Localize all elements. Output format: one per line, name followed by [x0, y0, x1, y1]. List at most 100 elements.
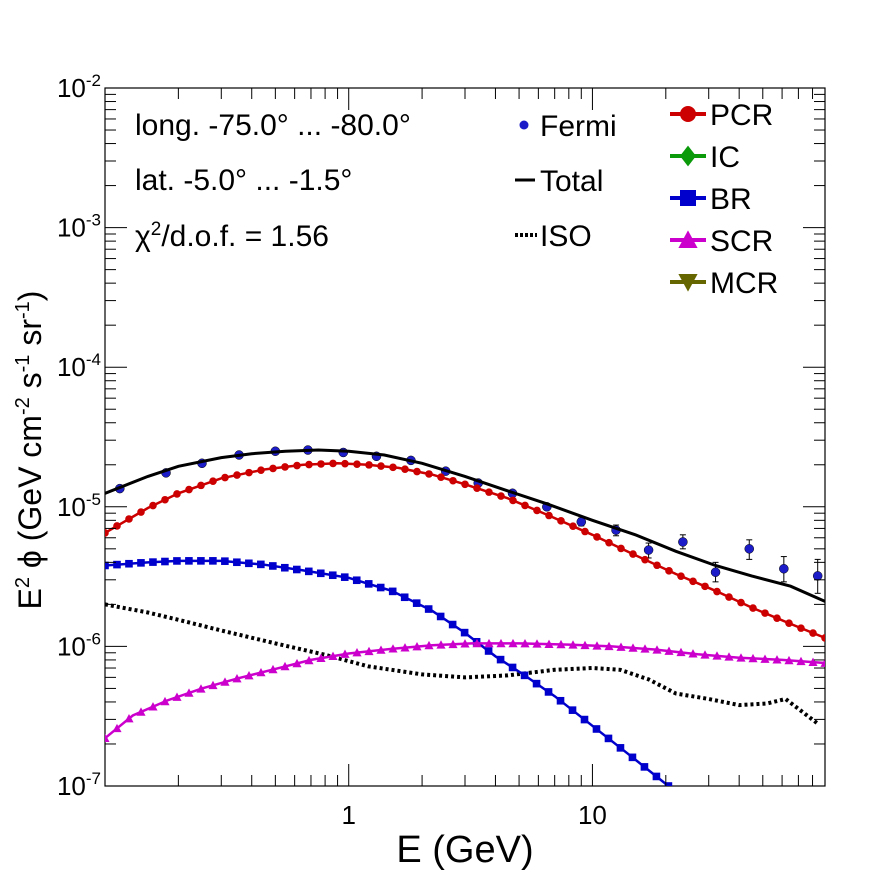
legend-entry-fermi: Fermi: [519, 110, 617, 143]
legend-entry-iso: ISO: [515, 220, 592, 253]
br-line: [105, 559, 670, 786]
br-marker: [400, 593, 409, 602]
pcr-marker: [821, 634, 825, 642]
br-marker: [388, 587, 397, 596]
scr-marker: [316, 653, 326, 663]
legend-entry-pcr: PCR: [670, 99, 773, 132]
scr-marker: [724, 652, 734, 661]
scr-marker: [676, 647, 686, 657]
y-tick-label: 10-6: [57, 629, 101, 661]
legend-label-fermi: Fermi: [540, 110, 617, 143]
br-marker: [652, 772, 661, 781]
scr-marker: [340, 649, 350, 658]
pcr-marker: [317, 460, 325, 468]
pcr-marker: [533, 506, 541, 515]
scr-marker: [628, 643, 638, 652]
pcr-marker: [593, 533, 601, 541]
pcr-marker: [461, 480, 469, 489]
pcr-marker: [473, 484, 481, 493]
y-axis-title: E2 ϕ (GeV cm-2 s-1 sr-1): [12, 291, 48, 610]
legend-entry-br: BR: [670, 183, 752, 216]
scr-marker: [472, 638, 482, 648]
scr-marker: [112, 723, 122, 733]
scr-marker: [748, 653, 758, 663]
legend-label-scr: SCR: [710, 225, 773, 258]
scr-marker: [700, 650, 710, 659]
scr-marker: [808, 657, 818, 666]
pcr-marker: [105, 529, 109, 537]
pcr-marker: [761, 609, 769, 617]
scr-marker: [532, 639, 542, 648]
br-marker: [125, 559, 133, 568]
fermi-point: [779, 563, 789, 574]
br-marker: [568, 706, 577, 714]
total-line: [105, 448, 825, 603]
br-marker: [484, 647, 493, 655]
scr-marker: [232, 673, 242, 683]
br-marker: [149, 558, 157, 566]
br-marker: [544, 688, 553, 696]
series-fermi: [115, 445, 823, 594]
scr-marker: [352, 648, 362, 657]
pcr-marker: [425, 470, 433, 478]
pcr-marker: [713, 587, 721, 596]
br-marker: [640, 763, 649, 771]
legend-swatch-fermi: [519, 120, 529, 130]
br-marker: [412, 599, 421, 607]
pcr-marker: [749, 604, 757, 612]
br-marker: [496, 655, 505, 664]
ticks-layer: [104, 87, 826, 787]
fermi-point: [678, 537, 688, 547]
br-marker: [257, 560, 265, 569]
pcr-marker: [617, 544, 625, 553]
pcr-marker: [665, 567, 673, 575]
scr-marker: [556, 639, 566, 649]
pcr-marker: [569, 522, 577, 530]
br-marker: [520, 671, 529, 680]
legend: Fermi Total ISO PCR IC BR SCR MCR: [515, 99, 778, 300]
pcr-marker: [557, 517, 565, 525]
pcr-marker: [605, 538, 613, 547]
br-marker: [424, 605, 433, 613]
pcr-marker: [173, 490, 181, 498]
scr-marker: [664, 646, 674, 655]
br-marker: [269, 562, 277, 570]
pcr-marker: [353, 460, 361, 469]
legend-swatch-marker-ic: [680, 145, 696, 167]
scr-marker: [292, 658, 302, 668]
annotation-chi2: χ2/d.o.f. = 1.56: [135, 219, 329, 253]
scr-marker: [508, 638, 518, 648]
scr-marker: [592, 641, 602, 650]
scr-marker: [820, 658, 825, 667]
pcr-marker: [545, 511, 553, 520]
legend-swatch-marker-pcr: [680, 106, 696, 122]
scr-marker: [244, 670, 254, 680]
pcr-marker: [377, 462, 385, 470]
y-tick-label: 10-2: [57, 71, 101, 103]
scr-marker: [544, 639, 554, 648]
br-marker: [197, 557, 205, 565]
series-br: [105, 557, 673, 786]
pcr-marker: [221, 473, 229, 482]
series-scr: [105, 638, 825, 742]
br-marker: [173, 557, 181, 565]
pcr-marker: [185, 485, 193, 494]
legend-label-mcr: MCR: [710, 267, 778, 300]
scr-marker: [364, 646, 374, 656]
pcr-marker: [701, 582, 709, 591]
legend-swatch-marker-br: [680, 190, 696, 206]
scr-marker: [256, 667, 266, 677]
scr-marker: [520, 639, 530, 648]
pcr-marker: [149, 501, 157, 510]
pcr-marker: [641, 555, 649, 564]
scr-marker: [784, 655, 794, 665]
scr-marker: [712, 651, 722, 660]
fermi-point: [710, 567, 721, 577]
scr-marker: [172, 692, 182, 701]
pcr-marker: [401, 465, 409, 473]
pcr-marker: [785, 619, 793, 628]
br-marker: [352, 576, 361, 585]
scr-marker: [484, 638, 494, 648]
br-marker: [532, 679, 541, 688]
